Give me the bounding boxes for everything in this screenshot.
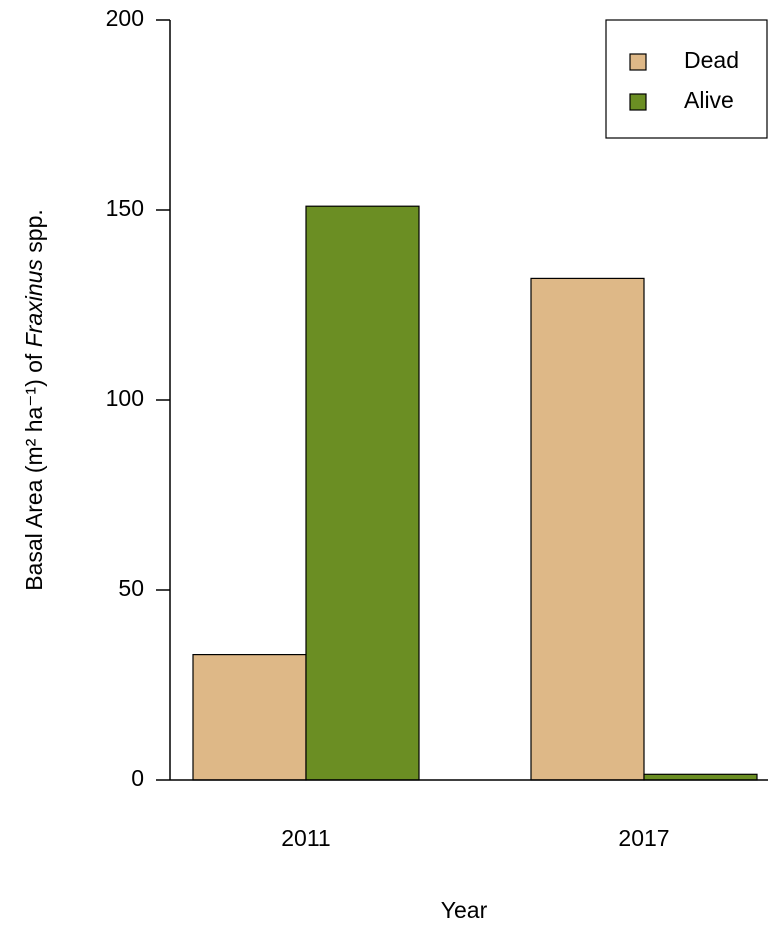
y-label-part: Basal Area (m² ha⁻¹) of bbox=[21, 347, 47, 591]
bar bbox=[305, 205, 420, 781]
bar bbox=[643, 773, 758, 781]
y-label-part: spp. bbox=[21, 209, 47, 259]
legend-label: Alive bbox=[684, 87, 734, 113]
y-tick-label: 50 bbox=[118, 575, 144, 601]
legend-swatch bbox=[629, 53, 647, 71]
legend-box bbox=[605, 19, 768, 139]
x-axis-label: Year bbox=[441, 897, 488, 923]
y-tick-label: 0 bbox=[131, 765, 144, 791]
y-tick-label: 150 bbox=[106, 195, 144, 221]
x-tick-label: 2017 bbox=[618, 825, 669, 851]
legend-swatch bbox=[629, 93, 647, 111]
bar bbox=[192, 653, 307, 781]
y-axis-label: Basal Area (m² ha⁻¹) of Fraxinus spp. bbox=[21, 209, 47, 591]
x-tick-label: 2011 bbox=[281, 825, 330, 851]
y-tick-label: 100 bbox=[106, 385, 144, 411]
bar bbox=[530, 277, 645, 781]
y-label-part: Fraxinus bbox=[21, 259, 47, 348]
y-tick-label: 200 bbox=[106, 5, 144, 31]
legend-label: Dead bbox=[684, 47, 739, 73]
